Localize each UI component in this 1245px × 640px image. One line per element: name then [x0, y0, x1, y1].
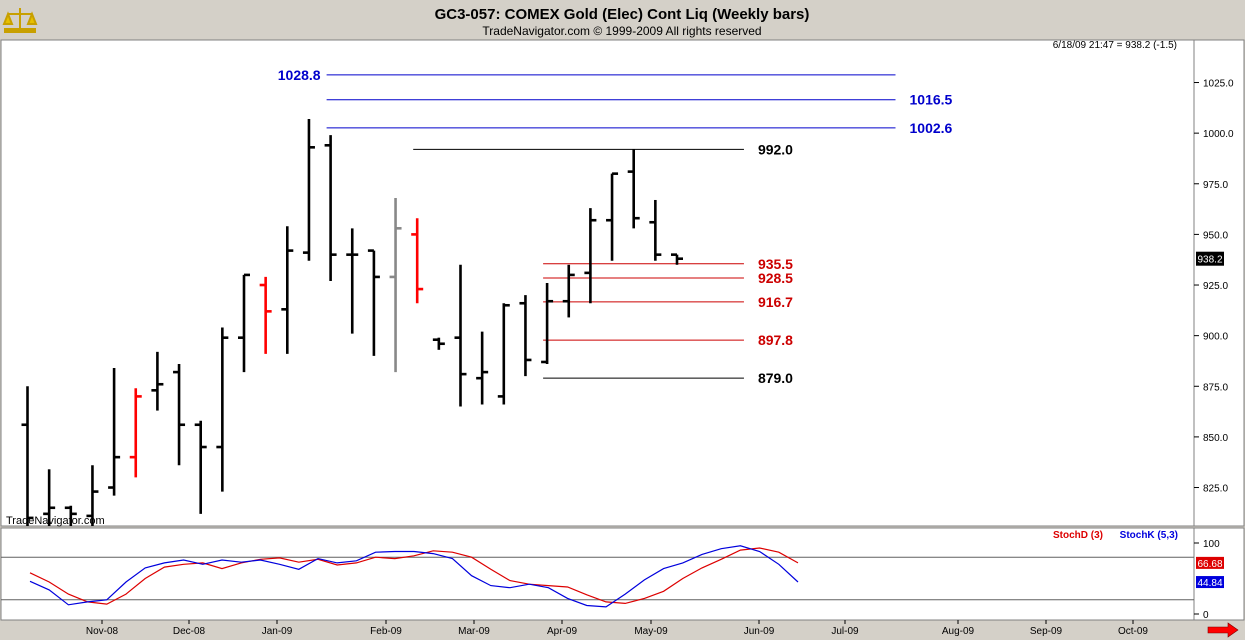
y-tick-label: 850.0 — [1203, 433, 1228, 444]
level-label: 1016.5 — [910, 92, 953, 108]
price-bar — [346, 228, 359, 334]
price-bar — [627, 149, 640, 229]
y-tick-label: 900.0 — [1203, 332, 1228, 343]
price-bar — [476, 331, 489, 405]
price-bar — [541, 283, 554, 364]
x-tick-label: Jul-09 — [831, 626, 859, 637]
y-tick-label: 950.0 — [1203, 230, 1228, 241]
level-label: 916.7 — [758, 294, 793, 310]
chart-title: GC3-057: COMEX Gold (Elec) Cont Liq (Wee… — [435, 6, 810, 23]
last-price-box — [1196, 251, 1224, 266]
price-bar — [562, 264, 575, 318]
stoch-y-tick-label: 0 — [1203, 610, 1209, 621]
price-bar — [324, 135, 337, 281]
price-bar — [194, 420, 207, 514]
level-label: 992.0 — [758, 141, 793, 157]
price-bar — [454, 264, 467, 407]
last-price-tag: 938.2 — [1196, 251, 1224, 266]
bars-layer — [21, 118, 683, 526]
price-bar — [432, 337, 445, 350]
x-tick-label: Jan-09 — [262, 626, 293, 637]
price-bar — [519, 295, 532, 377]
price-axis-panel — [1193, 39, 1245, 527]
price-bar — [64, 505, 77, 526]
price-bar — [259, 276, 272, 354]
level-label: 1028.8 — [278, 67, 321, 83]
level-label: 928.5 — [758, 270, 793, 286]
stoch-d-value-box — [1196, 556, 1224, 569]
stoch-y-tick-label: 100 — [1203, 539, 1220, 550]
price-bar — [281, 226, 294, 354]
price-bar — [497, 303, 510, 405]
x-tick-label: Mar-09 — [458, 626, 490, 637]
price-bar — [21, 386, 34, 526]
price-bar — [216, 327, 229, 492]
stoch-panel — [0, 527, 1195, 621]
x-tick-label: Feb-09 — [370, 626, 402, 637]
y-tick-label: 825.0 — [1203, 484, 1228, 495]
y-tick-label: 1025.0 — [1203, 79, 1234, 90]
quote-readout: 6/18/09 21:47 = 938.2 (-1.5) — [1053, 40, 1177, 51]
price-axis: 825.0 850.0 875.0 900.0 925.0 950.0 975.0 1000.… — [1194, 79, 1234, 495]
price-bar — [671, 253, 683, 265]
stoch-d-line — [29, 547, 799, 605]
x-tick-label: May-09 — [634, 626, 668, 637]
price-bar — [86, 465, 99, 526]
scroll-right-arrow-icon[interactable] — [1207, 622, 1239, 638]
y-tick-label: 925.0 — [1203, 281, 1228, 292]
level-label: 897.8 — [758, 332, 793, 348]
level-label: 879.0 — [758, 370, 793, 386]
x-tick-label: Oct-09 — [1118, 626, 1148, 637]
price-bar — [129, 388, 142, 478]
stoch-d-value: 66.68 — [1197, 559, 1222, 570]
stoch-k-value: 44.84 — [1197, 578, 1222, 589]
level-label: 1002.6 — [910, 120, 953, 136]
stoch-k-value-box — [1196, 576, 1224, 589]
price-bar — [606, 172, 619, 261]
price-bar — [367, 249, 380, 356]
y-tick-label: 875.0 — [1203, 382, 1228, 393]
price-bar — [302, 118, 315, 261]
level-label: 935.5 — [758, 256, 793, 272]
stoch-layer: 66.68 44.84 100 0 — [1, 539, 1224, 621]
chart-subtitle: TradeNavigator.com © 1999-2009 All right… — [482, 24, 761, 38]
x-tick-label: Jun-09 — [744, 626, 775, 637]
stoch-d-legend: StochD (3) — [1053, 530, 1103, 541]
price-bar — [173, 364, 186, 466]
price-bar — [238, 273, 250, 373]
price-bar — [649, 199, 662, 261]
price-bar — [108, 368, 121, 496]
price-bar — [411, 218, 424, 304]
stoch-k-line — [29, 545, 799, 608]
time-axis: Nov-08 Dec-08 Jan-09 Feb-09 Mar-09 Apr-09 May-… — [86, 620, 1148, 637]
stoch-axis-panel — [1193, 527, 1245, 621]
x-tick-label: Sep-09 — [1030, 626, 1063, 637]
y-tick-label: 1000.0 — [1203, 129, 1234, 140]
price-bar — [43, 469, 56, 526]
last-price-label: 938.2 — [1197, 255, 1222, 266]
logo-icon — [2, 8, 38, 33]
price-bar — [389, 197, 402, 373]
x-tick-label: Dec-08 — [173, 626, 206, 637]
x-tick-label: Apr-09 — [547, 626, 577, 637]
price-bar — [584, 208, 597, 304]
stoch-k-legend: StochK (5,3) — [1120, 530, 1178, 541]
x-tick-label: Aug-09 — [942, 626, 975, 637]
price-bar — [151, 351, 164, 411]
y-tick-label: 975.0 — [1203, 180, 1228, 191]
x-tick-label: Nov-08 — [86, 626, 119, 637]
